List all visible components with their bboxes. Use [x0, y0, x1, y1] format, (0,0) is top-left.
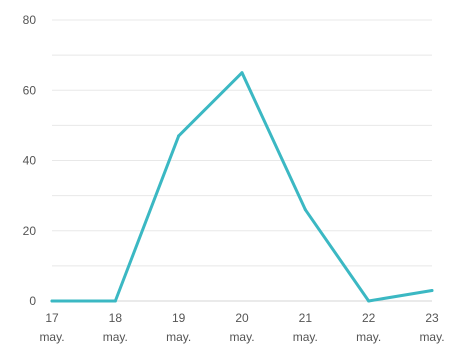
- x-tick-day: 21: [299, 311, 313, 325]
- data-point: [430, 288, 434, 292]
- x-tick-day: 19: [172, 311, 186, 325]
- x-axis-ticks: 17 may. 18 may. 19 may. 20 may. 21 may. 22 may. 23 ma…: [39, 311, 444, 344]
- y-tick-label: 20: [23, 224, 37, 238]
- x-tick-month: may.: [419, 330, 444, 344]
- x-tick-label: 21 may.: [293, 311, 318, 344]
- y-tick-label: 80: [23, 13, 37, 27]
- series-line: [50, 71, 434, 303]
- x-tick-month: may.: [103, 330, 128, 344]
- x-tick-label: 19 may.: [166, 311, 191, 344]
- x-tick-month: may.: [39, 330, 64, 344]
- y-axis-ticks: 0 20 40 60 80: [23, 13, 37, 308]
- data-point: [177, 134, 181, 138]
- data-point: [240, 71, 244, 75]
- x-tick-month: may.: [166, 330, 191, 344]
- x-tick-day: 18: [109, 311, 123, 325]
- x-tick-label: 23 may.: [419, 311, 444, 344]
- data-point: [367, 299, 371, 303]
- y-tick-label: 40: [23, 154, 37, 168]
- data-point: [303, 208, 307, 212]
- data-point: [50, 299, 54, 303]
- x-tick-month: may.: [293, 330, 318, 344]
- y-tick-label: 60: [23, 83, 37, 97]
- x-tick-label: 20 may.: [229, 311, 254, 344]
- data-point: [113, 299, 117, 303]
- series-layer: [50, 71, 434, 303]
- x-tick-label: 18 may.: [103, 311, 128, 344]
- x-tick-day: 17: [45, 311, 59, 325]
- x-tick-month: may.: [229, 330, 254, 344]
- x-tick-month: may.: [356, 330, 381, 344]
- x-tick-day: 23: [425, 311, 439, 325]
- x-tick-label: 17 may.: [39, 311, 64, 344]
- x-tick-day: 22: [362, 311, 376, 325]
- x-tick-label: 22 may.: [356, 311, 381, 344]
- gridlines: [52, 19, 432, 302]
- x-tick-day: 20: [235, 311, 249, 325]
- y-tick-label: 0: [29, 294, 36, 308]
